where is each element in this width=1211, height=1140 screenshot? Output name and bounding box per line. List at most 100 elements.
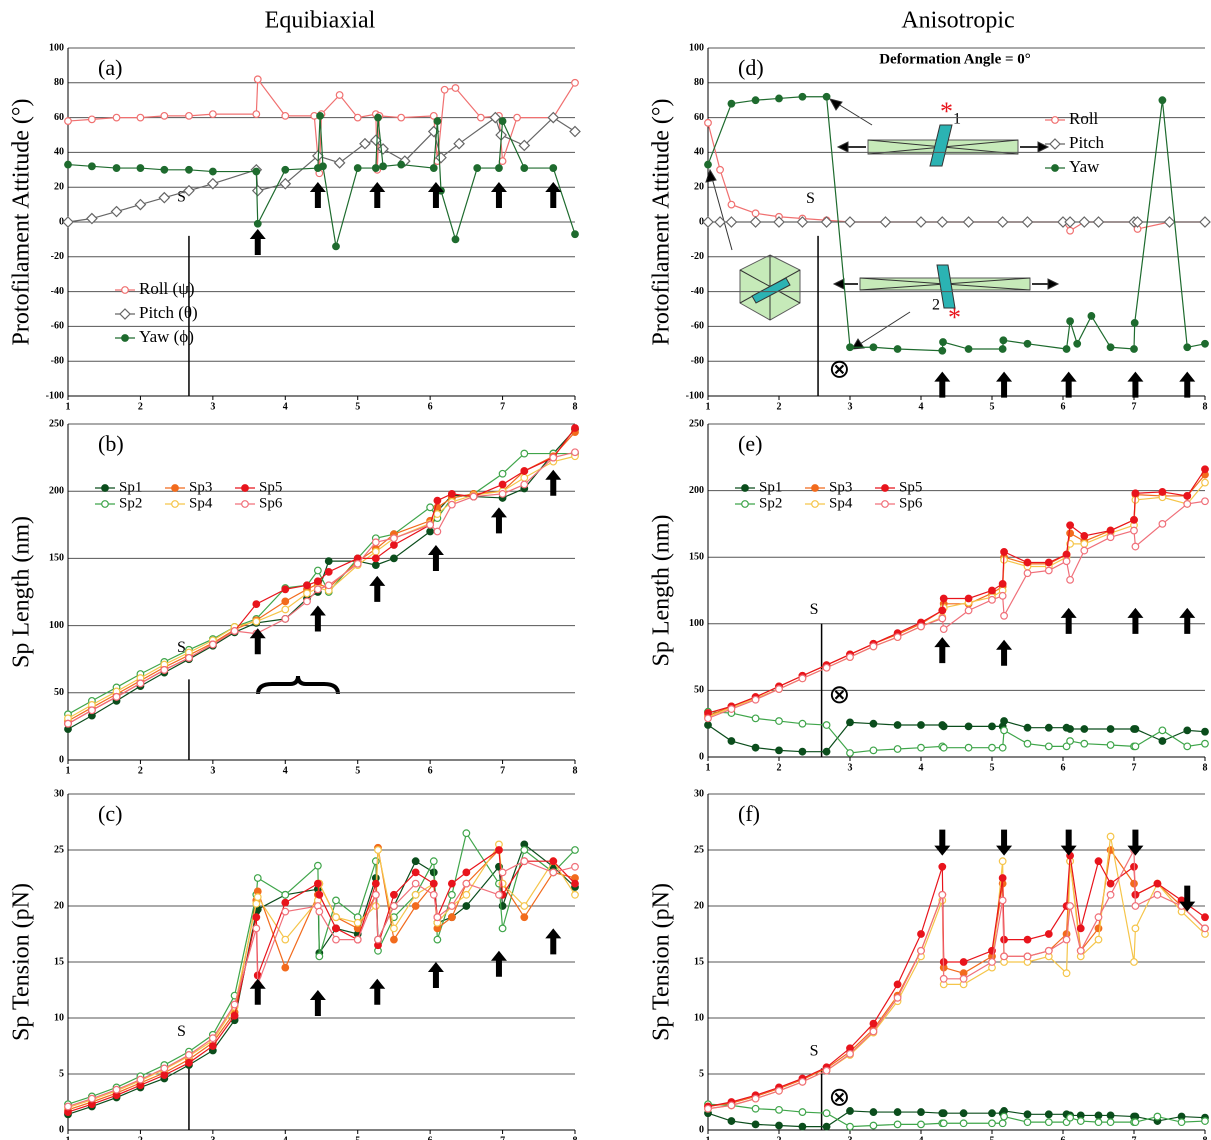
marker	[520, 913, 529, 922]
y-tick-label: -20	[691, 251, 704, 262]
y-tick-label: -80	[691, 355, 704, 366]
event-arrow	[934, 637, 951, 664]
y-tick-label: -60	[691, 321, 704, 332]
y-tick-label: 50	[54, 687, 64, 698]
marker	[469, 492, 478, 501]
series-line	[707, 836, 1206, 1110]
y-tick-label: 40	[694, 147, 704, 158]
marker	[185, 1051, 193, 1059]
marker	[1153, 1112, 1162, 1121]
panel-label: (b)	[98, 431, 124, 456]
marker	[1131, 902, 1140, 910]
marker	[230, 627, 239, 635]
x-tick-label: 3	[848, 401, 853, 412]
marker	[1106, 741, 1115, 749]
marker	[433, 913, 442, 922]
marker	[1158, 96, 1167, 105]
marker	[397, 160, 406, 169]
marker	[1080, 739, 1089, 748]
marker	[451, 235, 460, 244]
x-tick-label: 5	[355, 1135, 360, 1140]
marker	[390, 890, 398, 899]
marker	[820, 216, 833, 228]
marker	[1023, 723, 1032, 732]
marker	[939, 625, 948, 634]
marker	[447, 890, 456, 899]
legend-label: Yaw	[1069, 157, 1100, 176]
marker	[1000, 726, 1008, 735]
marker	[988, 1119, 996, 1128]
legend-marker	[741, 484, 749, 492]
x-tick-label: 1	[706, 401, 711, 412]
marker	[939, 338, 947, 346]
x-tick-label: 1	[706, 762, 711, 773]
marker	[136, 164, 145, 172]
marker	[390, 924, 398, 933]
marker	[869, 746, 878, 755]
y-tick-label: 20	[54, 181, 64, 192]
x-tick-label: 4	[919, 762, 924, 773]
legend-marker	[741, 500, 749, 508]
marker	[1201, 727, 1209, 736]
marker	[462, 829, 471, 838]
y-tick-label: 100	[689, 618, 704, 629]
marker	[549, 164, 558, 172]
marker	[88, 1094, 96, 1103]
x-tick-label: 1	[706, 1135, 711, 1140]
marker	[571, 230, 579, 239]
marker	[303, 597, 311, 606]
legend-marker	[881, 484, 889, 492]
marker	[371, 879, 380, 888]
marker	[822, 1066, 831, 1075]
series-line	[707, 1103, 1206, 1128]
marker	[988, 743, 996, 752]
x-tick-label: 7	[500, 401, 505, 412]
marker	[429, 890, 438, 899]
marker	[1000, 717, 1008, 725]
marker	[183, 184, 195, 197]
marker	[1131, 216, 1144, 228]
marker	[390, 902, 398, 910]
marker	[917, 1120, 925, 1129]
marker	[281, 898, 290, 907]
marker	[1163, 216, 1176, 228]
marker	[520, 857, 529, 866]
series-line	[67, 847, 576, 1111]
y-tick-label: 10	[54, 1012, 64, 1023]
y-tick-label: 0	[699, 216, 704, 227]
marker	[893, 980, 902, 989]
y-tick-label: 5	[59, 1068, 64, 1079]
marker	[251, 184, 264, 197]
marker	[775, 717, 783, 725]
marker	[751, 695, 760, 704]
inset-star: *	[940, 97, 953, 126]
event-arrow	[309, 181, 326, 208]
marker	[893, 1108, 902, 1116]
symbol: ⊗	[828, 1083, 850, 1112]
marker	[727, 1101, 736, 1110]
marker	[316, 111, 324, 120]
marker	[727, 200, 736, 209]
marker	[252, 617, 261, 626]
marker	[253, 874, 262, 882]
marker	[185, 165, 193, 174]
marker	[798, 1077, 807, 1086]
marker	[571, 846, 579, 854]
marker	[397, 113, 406, 122]
marker	[798, 1122, 807, 1131]
marker	[939, 722, 948, 731]
event-arrow	[1179, 371, 1196, 398]
marker	[917, 1108, 925, 1116]
marker	[462, 879, 471, 888]
event-arrow	[427, 544, 444, 571]
marker	[549, 453, 558, 462]
marker	[374, 846, 382, 854]
marker	[1106, 1111, 1115, 1120]
marker	[252, 110, 261, 119]
marker	[869, 642, 878, 651]
x-tick-label: 6	[428, 1135, 433, 1140]
y-tick-label: -100	[46, 390, 64, 401]
x-tick-label: 8	[1203, 762, 1208, 773]
panel-label: (f)	[738, 801, 760, 826]
